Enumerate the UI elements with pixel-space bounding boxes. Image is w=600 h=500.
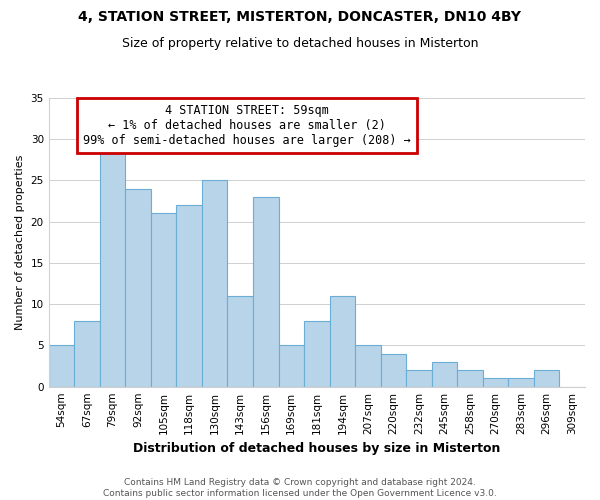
Bar bbox=[457, 370, 483, 386]
Bar bbox=[227, 296, 253, 386]
Bar bbox=[151, 214, 176, 386]
Text: Contains HM Land Registry data © Crown copyright and database right 2024.
Contai: Contains HM Land Registry data © Crown c… bbox=[103, 478, 497, 498]
Text: 4 STATION STREET: 59sqm
← 1% of detached houses are smaller (2)
99% of semi-deta: 4 STATION STREET: 59sqm ← 1% of detached… bbox=[83, 104, 411, 147]
X-axis label: Distribution of detached houses by size in Misterton: Distribution of detached houses by size … bbox=[133, 442, 500, 455]
Bar bbox=[125, 188, 151, 386]
Bar bbox=[100, 148, 125, 386]
Bar bbox=[253, 197, 278, 386]
Bar bbox=[406, 370, 432, 386]
Bar bbox=[483, 378, 508, 386]
Bar bbox=[508, 378, 534, 386]
Bar bbox=[49, 346, 74, 387]
Bar bbox=[329, 296, 355, 386]
Bar bbox=[304, 320, 329, 386]
Text: 4, STATION STREET, MISTERTON, DONCASTER, DN10 4BY: 4, STATION STREET, MISTERTON, DONCASTER,… bbox=[79, 10, 521, 24]
Y-axis label: Number of detached properties: Number of detached properties bbox=[15, 154, 25, 330]
Bar bbox=[355, 346, 380, 387]
Bar bbox=[432, 362, 457, 386]
Bar bbox=[534, 370, 559, 386]
Bar bbox=[74, 320, 100, 386]
Bar bbox=[278, 346, 304, 387]
Bar bbox=[202, 180, 227, 386]
Text: Size of property relative to detached houses in Misterton: Size of property relative to detached ho… bbox=[122, 38, 478, 51]
Bar bbox=[176, 205, 202, 386]
Bar bbox=[380, 354, 406, 386]
